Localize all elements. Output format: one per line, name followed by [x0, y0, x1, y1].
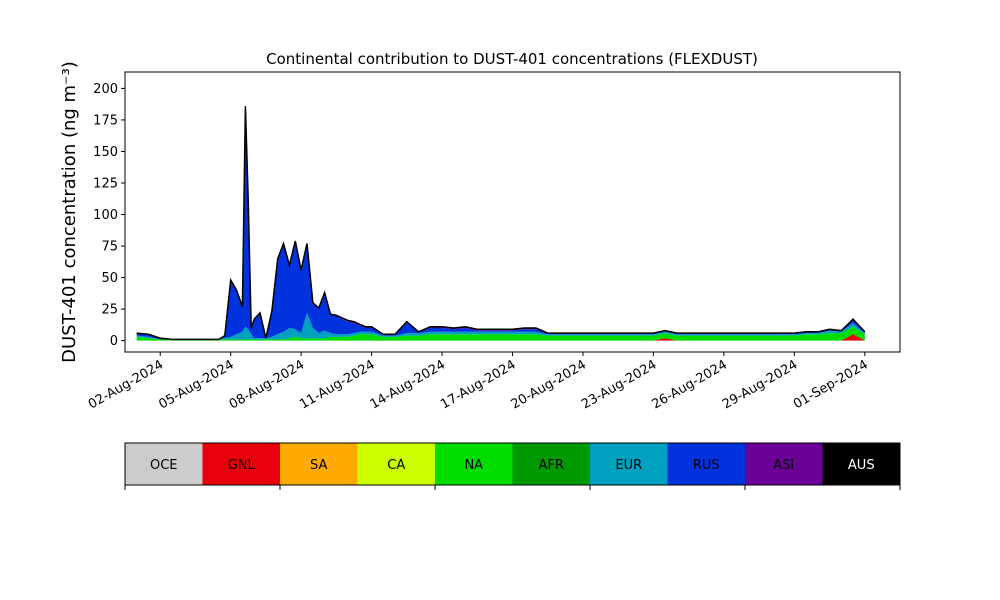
y-tick-label: 100 — [93, 208, 118, 223]
x-tick-label: 26-Aug-2024 — [650, 357, 730, 412]
x-tick-label: 08-Aug-2024 — [227, 357, 307, 412]
y-tick-label: 175 — [93, 113, 118, 128]
legend-swatch-afr — [512, 443, 591, 485]
legend-label-eur: EUR — [615, 458, 642, 473]
legend-label-asi: ASI — [773, 458, 794, 473]
legend-swatch-oce — [125, 443, 203, 485]
y-tick-label: 150 — [93, 145, 118, 160]
legend-label-rus: RUS — [693, 458, 720, 473]
y-tick-label: 125 — [93, 176, 118, 191]
area-na — [136, 326, 865, 341]
legend-label-afr: AFR — [539, 458, 564, 473]
x-tick-label: 29-Aug-2024 — [720, 357, 800, 412]
legend-label-sa: SA — [310, 458, 327, 473]
y-axis: 0 25 50 75 100 125 150 175 200 — [93, 82, 125, 349]
legend-frame — [124, 442, 901, 486]
legend-label-gnl: GNL — [228, 458, 256, 473]
legend-swatch-rus — [667, 443, 746, 485]
legend-label-na: NA — [464, 458, 483, 473]
legend-label-aus: AUS — [848, 458, 875, 473]
x-tick-label: 01-Sep-2024 — [791, 357, 871, 412]
y-tick-label: 75 — [101, 240, 118, 255]
x-tick-label: 14-Aug-2024 — [368, 357, 448, 412]
x-tick-label: 17-Aug-2024 — [438, 357, 518, 412]
legend-swatch-sa — [280, 443, 358, 485]
x-axis: 02-Aug-202405-Aug-202408-Aug-202411-Aug-… — [86, 352, 871, 413]
x-tick-label: 05-Aug-2024 — [156, 357, 236, 412]
y-tick-label: 200 — [93, 82, 118, 97]
legend-swatch-na — [435, 443, 513, 485]
total-concentration-line — [136, 106, 866, 341]
y-tick-label: 0 — [110, 334, 118, 349]
x-tick-label: 20-Aug-2024 — [509, 357, 589, 412]
legend-label-ca: CA — [387, 458, 405, 473]
x-tick-label: 02-Aug-2024 — [86, 357, 166, 412]
legend-swatch-aus — [822, 443, 901, 485]
y-tick-label: 25 — [101, 303, 118, 318]
x-tick-label: 23-Aug-2024 — [579, 357, 659, 412]
x-tick-label: 11-Aug-2024 — [297, 357, 377, 412]
area-eur — [136, 312, 865, 340]
legend-swatch-asi — [745, 443, 823, 485]
chart-title: Continental contribution to DUST-401 con… — [266, 50, 758, 68]
legend-swatch-gnl — [202, 443, 281, 485]
y-tick-label: 50 — [101, 271, 118, 286]
legend-swatch-eur — [590, 443, 668, 485]
y-axis-label: DUST-401 concentration (ng m⁻³) — [59, 61, 80, 363]
legend-swatch-ca — [357, 443, 436, 485]
colorbar-legend: OCE GNL SA CA NA AFR EUR RUS ASI AUS — [124, 442, 901, 490]
legend-label-oce: OCE — [150, 458, 178, 473]
area-series-group — [136, 106, 865, 341]
